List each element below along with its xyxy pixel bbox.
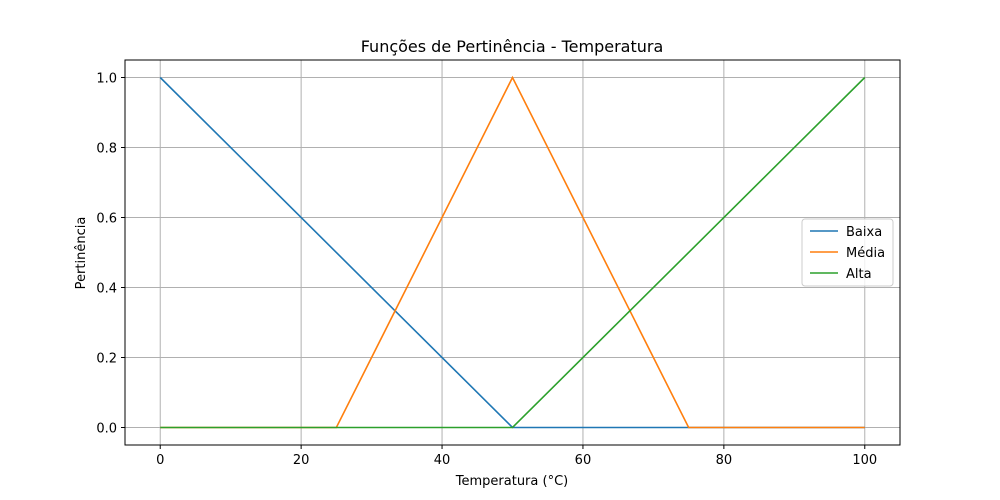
x-tick-label: 80 (716, 453, 733, 468)
series-lines (159, 75, 866, 429)
series-line-alta (160, 76, 866, 429)
legend-box (801, 218, 894, 287)
y-tick-label: 0.6 (96, 212, 117, 227)
x-axis-label: Temperatura (°C) (455, 474, 568, 489)
y-tick-label: 0.2 (96, 352, 117, 367)
legend-label: Alta (846, 267, 872, 282)
y-tick-label: 0.0 (96, 422, 117, 437)
y-tick-label: 0.4 (96, 282, 117, 297)
y-axis-label: Pertinência (74, 217, 89, 290)
y-tick-label: 1.0 (96, 72, 117, 87)
legend-label: Média (846, 246, 885, 261)
x-tick-label: 20 (293, 453, 310, 468)
x-tick-label: 40 (434, 453, 451, 468)
y-tick-label: 0.8 (96, 142, 117, 157)
plot-frame (124, 59, 901, 446)
legend: Baixa Média Alta (801, 218, 894, 287)
legend-label: Baixa (846, 225, 882, 240)
chart-title: Funções de Pertinência - Temperatura (361, 37, 664, 56)
x-tick-label: 60 (575, 453, 592, 468)
ticks: 0 20 40 60 80 100 0.0 0.2 0.4 0.6 0.8 1.0 (96, 72, 877, 469)
x-tick-label: 100 (852, 453, 877, 468)
x-tick-label: 0 (156, 453, 164, 468)
